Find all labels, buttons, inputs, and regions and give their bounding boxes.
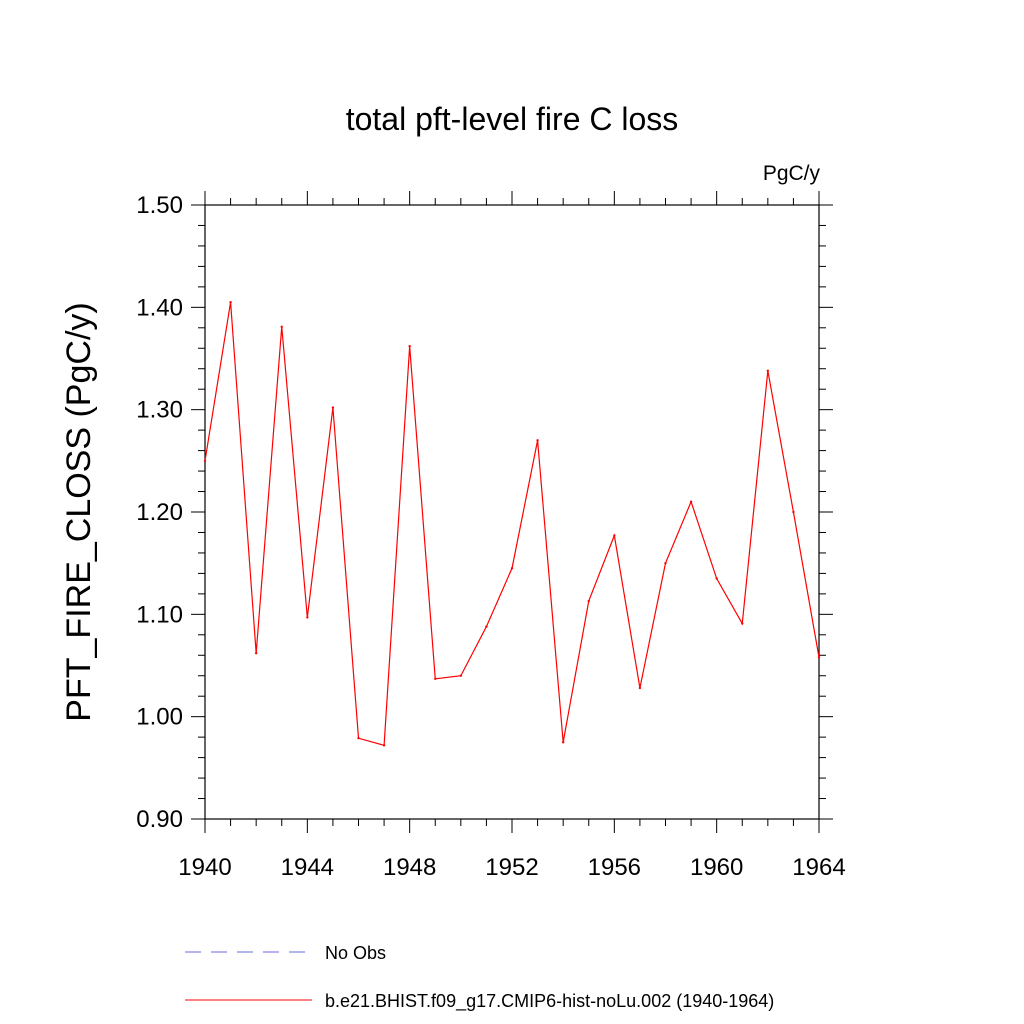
data-point (382, 744, 386, 747)
legend: No Obs b.e21.BHIST.f09_g17.CMIP6-hist-noL… (185, 943, 774, 1012)
x-tick-label: 1956 (588, 854, 641, 881)
data-point (561, 741, 565, 744)
y-tick-label: 1.40 (136, 294, 183, 321)
x-tick-label: 1952 (485, 854, 538, 881)
legend-label: b.e21.BHIST.f09_g17.CMIP6-hist-noLu.002 … (325, 991, 774, 1012)
data-point (766, 369, 770, 372)
data-point (613, 534, 616, 537)
x-tick-label: 1948 (383, 854, 436, 881)
y-tick-label: 1.30 (136, 397, 183, 424)
y-tick-label: 1.10 (136, 601, 183, 628)
y-axis-ticks: 0.90 1.00 1.10 1.20 1.30 1.40 1.50 (136, 192, 833, 833)
data-point (306, 616, 309, 619)
data-point (510, 567, 514, 570)
data-point (638, 686, 642, 690)
data-point (485, 625, 488, 628)
chart-title: total pft-level fire C loss (346, 101, 679, 137)
x-axis-ticks: 1940 1944 1948 1952 1956 1960 1964 (178, 191, 846, 881)
data-point (408, 345, 411, 348)
data-point (817, 656, 821, 659)
data-point (792, 510, 795, 514)
x-tick-label: 1944 (281, 854, 334, 881)
y-axis-label: PFT_FIRE_CLOSS (PgC/y) (60, 302, 98, 721)
data-point (331, 406, 335, 409)
y-tick-label: 1.00 (136, 704, 183, 731)
data-point (434, 677, 437, 681)
data-point (203, 459, 207, 463)
data-point (715, 577, 718, 580)
data-point (229, 301, 232, 304)
data-point (536, 439, 539, 442)
series-layer (203, 301, 821, 747)
y-tick-label: 1.20 (136, 499, 183, 526)
data-point (664, 561, 667, 565)
series-line (204, 302, 820, 747)
data-point (587, 599, 590, 603)
data-point (254, 652, 258, 655)
data-point (459, 674, 463, 677)
legend-label: No Obs (325, 943, 386, 963)
data-point (280, 325, 283, 328)
plot-frame (204, 204, 820, 820)
x-tick-label: 1964 (792, 854, 845, 881)
units-label: PgC/y (763, 162, 821, 185)
data-point (689, 500, 693, 503)
y-tick-label: 0.90 (136, 806, 183, 833)
data-point (741, 622, 744, 625)
y-tick-label: 1.50 (136, 192, 183, 219)
x-tick-label: 1960 (690, 854, 743, 881)
x-tick-label: 1940 (178, 854, 231, 881)
data-point (357, 736, 360, 740)
